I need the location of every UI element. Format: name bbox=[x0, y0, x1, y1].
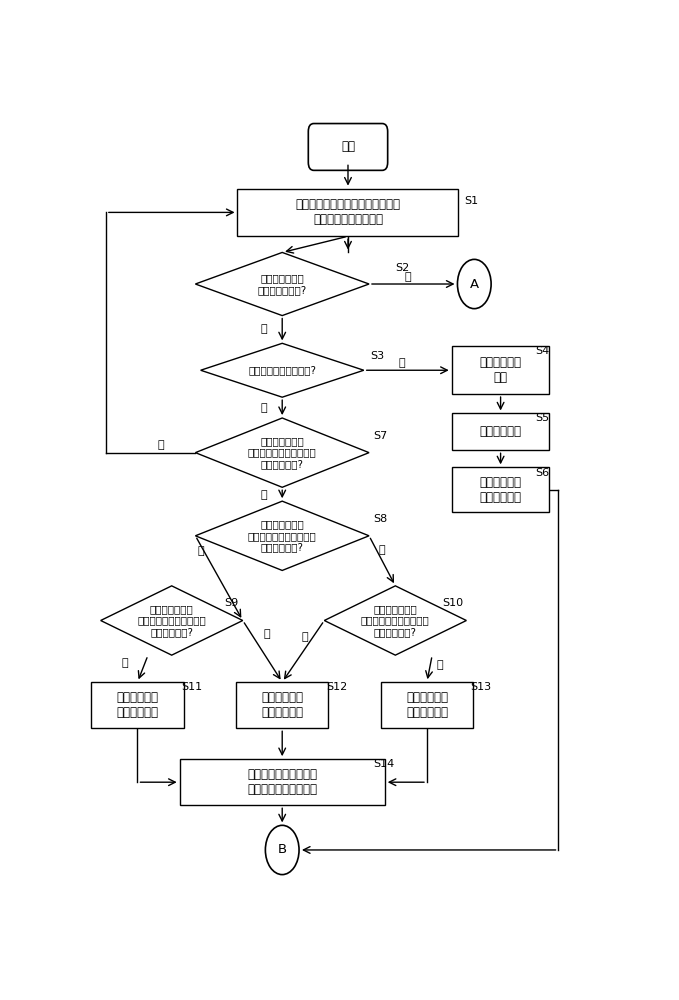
Bar bbox=[452, 413, 549, 450]
Polygon shape bbox=[196, 252, 369, 316]
Polygon shape bbox=[201, 343, 364, 397]
Text: 设定当前输出电压为最
大输出功率对应的电压: 设定当前输出电压为最 大输出功率对应的电压 bbox=[247, 768, 317, 796]
Text: 采集当前采样周期、上一采样周期
的输出功率与采样电流: 采集当前采样周期、上一采样周期 的输出功率与采样电流 bbox=[295, 198, 401, 226]
Text: 减小脉冲调制
信号的占空比: 减小脉冲调制 信号的占空比 bbox=[117, 691, 158, 719]
Circle shape bbox=[265, 825, 299, 875]
Text: 是: 是 bbox=[121, 658, 128, 668]
Polygon shape bbox=[196, 418, 369, 487]
Text: S3: S3 bbox=[370, 351, 384, 361]
Text: B: B bbox=[278, 843, 287, 856]
Text: S4: S4 bbox=[535, 346, 549, 356]
Text: S14: S14 bbox=[373, 759, 394, 769]
Text: 是: 是 bbox=[405, 272, 411, 282]
Text: S12: S12 bbox=[326, 682, 347, 692]
Text: 当前采样周期的
输出功率等于上一采样周
期的输出功率?: 当前采样周期的 输出功率等于上一采样周 期的输出功率? bbox=[248, 436, 316, 469]
Text: 计算第二步长: 计算第二步长 bbox=[479, 425, 521, 438]
Polygon shape bbox=[196, 501, 369, 570]
Text: S1: S1 bbox=[464, 196, 478, 206]
Text: 输入电压在预设范围内?: 输入电压在预设范围内? bbox=[249, 365, 316, 375]
Bar bbox=[381, 682, 473, 728]
Text: 是: 是 bbox=[301, 632, 308, 642]
Text: A: A bbox=[470, 278, 479, 291]
Text: 当前采样周期的
输出功率大于上一采样周
期的输出功率?: 当前采样周期的 输出功率大于上一采样周 期的输出功率? bbox=[248, 519, 316, 552]
Text: 否: 否 bbox=[198, 546, 204, 556]
Text: S9: S9 bbox=[224, 598, 238, 608]
Text: 是: 是 bbox=[379, 545, 386, 555]
Text: 调节脉冲调制
信号的占空比: 调节脉冲调制 信号的占空比 bbox=[479, 476, 521, 504]
Text: 是: 是 bbox=[399, 358, 405, 368]
Polygon shape bbox=[325, 586, 466, 655]
Text: 当前工作环境为
多功率极值环境?: 当前工作环境为 多功率极值环境? bbox=[257, 273, 307, 295]
Text: 否: 否 bbox=[437, 660, 443, 670]
Bar bbox=[179, 759, 385, 805]
FancyBboxPatch shape bbox=[308, 124, 388, 170]
Text: S11: S11 bbox=[181, 682, 202, 692]
Bar bbox=[92, 682, 183, 728]
Text: 否: 否 bbox=[261, 490, 267, 500]
Text: S2: S2 bbox=[395, 263, 409, 273]
Text: 当前采样周期的
输入电压小于上一采样周
期的输入电压?: 当前采样周期的 输入电压小于上一采样周 期的输入电压? bbox=[361, 604, 430, 637]
Text: S8: S8 bbox=[373, 514, 388, 524]
Circle shape bbox=[458, 259, 491, 309]
Text: S5: S5 bbox=[535, 413, 549, 423]
Text: 增加脉冲调制
信号的占空比: 增加脉冲调制 信号的占空比 bbox=[261, 691, 304, 719]
Bar bbox=[236, 682, 328, 728]
Text: 是: 是 bbox=[158, 440, 164, 450]
Bar bbox=[238, 189, 458, 236]
Text: 设置输入参考
电压: 设置输入参考 电压 bbox=[479, 356, 521, 384]
Text: S7: S7 bbox=[373, 431, 388, 441]
Text: 否: 否 bbox=[263, 629, 270, 639]
Text: S13: S13 bbox=[471, 682, 492, 692]
Bar bbox=[452, 346, 549, 394]
Text: S10: S10 bbox=[443, 598, 464, 608]
Polygon shape bbox=[100, 586, 243, 655]
Text: S6: S6 bbox=[535, 468, 549, 478]
Bar bbox=[452, 467, 549, 512]
Text: 减小脉冲调制
信号的占空比: 减小脉冲调制 信号的占空比 bbox=[406, 691, 448, 719]
Text: 否: 否 bbox=[261, 324, 267, 334]
Text: 当前采样周期的
输入电压大于上一采样周
期的输入电压?: 当前采样周期的 输入电压大于上一采样周 期的输入电压? bbox=[137, 604, 206, 637]
Text: 否: 否 bbox=[261, 403, 267, 413]
Text: 开始: 开始 bbox=[341, 140, 355, 153]
